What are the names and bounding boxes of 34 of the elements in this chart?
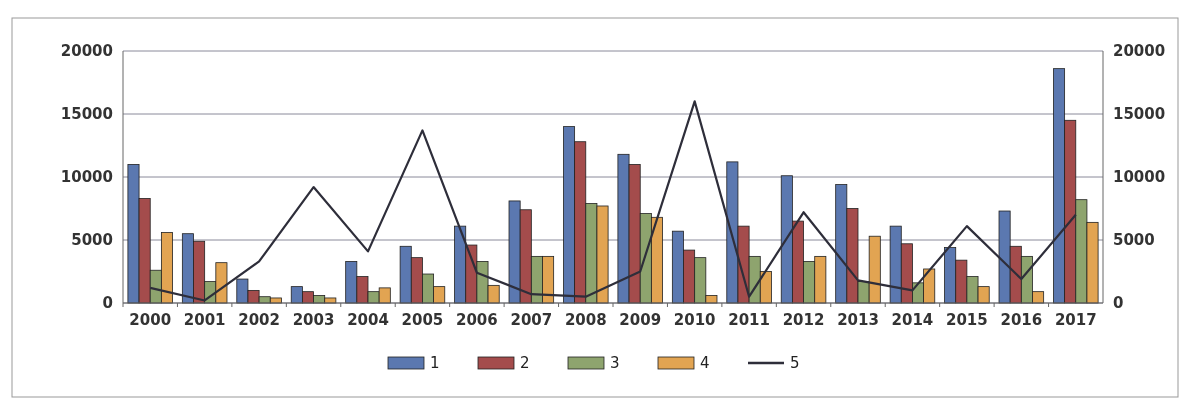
- x-tick-label: 2010: [673, 311, 716, 329]
- legend-label: 1: [430, 354, 440, 373]
- x-tick-label: 2016: [1000, 311, 1043, 329]
- x-tick-label: 2000: [129, 311, 172, 329]
- x-tick-label: 2008: [564, 311, 607, 329]
- x-tick-label: 2015: [946, 311, 988, 329]
- x-tick-label: 2011: [728, 311, 770, 329]
- legend-label: 5: [790, 354, 800, 373]
- y-tick-label: 20000: [60, 42, 113, 61]
- line-series: [149, 100, 1077, 302]
- x-tick-label: 2006: [456, 311, 498, 329]
- x-tick-label: 2003: [292, 311, 335, 329]
- y-tick-label: 5000: [71, 231, 113, 250]
- x-tick-label: 2012: [782, 311, 825, 329]
- x-tick-label: 2017: [1054, 311, 1097, 329]
- y2-tick-label: 20000: [1113, 42, 1166, 61]
- y-tick-label: 0: [102, 294, 113, 313]
- x-tick-label: 2014: [891, 311, 934, 329]
- y-tick-label: 15000: [60, 105, 113, 124]
- x-tick-label: 2013: [837, 311, 879, 329]
- y2-tick-label: 5000: [1113, 231, 1155, 250]
- y-tick-label: 10000: [60, 168, 113, 187]
- x-tick-label: 2005: [401, 311, 444, 329]
- legend-label: 4: [700, 354, 710, 373]
- y2-tick-label: 0: [1113, 294, 1124, 313]
- legend-label: 3: [610, 354, 620, 373]
- y2-tick-label: 10000: [1113, 168, 1166, 187]
- x-tick-label: 2001: [183, 311, 226, 329]
- x-tick-label: 2007: [510, 311, 553, 329]
- x-tick-label: 2009: [619, 311, 662, 329]
- y2-tick-label: 15000: [1113, 105, 1166, 124]
- x-tick-label: 2002: [238, 311, 280, 329]
- x-tick-label: 2004: [347, 311, 389, 329]
- legend-label: 2: [520, 354, 530, 373]
